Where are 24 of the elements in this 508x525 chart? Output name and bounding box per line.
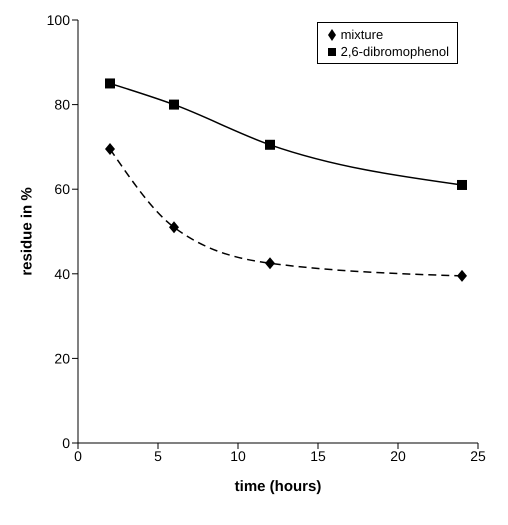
y-tick-label: 100 xyxy=(46,12,70,28)
y-tick-label: 60 xyxy=(54,181,70,198)
point xyxy=(457,180,467,190)
point xyxy=(265,257,275,270)
legend-label: mixture xyxy=(340,26,384,43)
x-tick-label: 10 xyxy=(230,448,246,464)
x-tick-label: 20 xyxy=(390,448,406,464)
point xyxy=(105,78,115,88)
y-axis-title: residue in % xyxy=(18,187,36,276)
legend-label: 2,6-dibromophenol xyxy=(340,43,449,60)
x-tick-label: 5 xyxy=(154,448,162,464)
x-axis-title: time (hours) xyxy=(234,478,322,495)
point xyxy=(457,270,467,282)
y-tick-label: 80 xyxy=(54,96,70,113)
y-tick-label: 20 xyxy=(54,350,70,366)
x-tick-label: 25 xyxy=(470,448,486,464)
x-tick-label: 0 xyxy=(74,448,82,464)
y-tick-label: 40 xyxy=(54,266,70,282)
y-tick-label: 0 xyxy=(62,434,70,451)
point xyxy=(265,140,275,150)
point xyxy=(169,221,179,234)
point xyxy=(169,100,179,110)
point xyxy=(105,143,115,156)
x-tick-label: 15 xyxy=(310,448,326,464)
